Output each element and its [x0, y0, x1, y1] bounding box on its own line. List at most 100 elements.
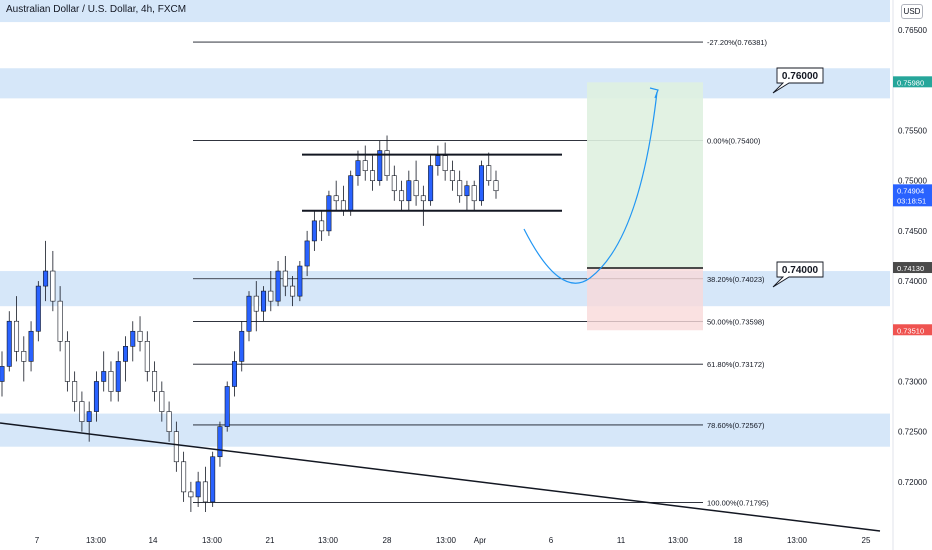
- candle-body: [130, 330, 136, 347]
- candle-body: [377, 150, 383, 181]
- time-tick-label: 21: [266, 536, 275, 545]
- candle: [28, 321, 34, 372]
- candle-body: [6, 320, 12, 367]
- price-tick-label: 0.74000: [898, 277, 927, 286]
- candle: [253, 281, 259, 332]
- fib-label: 0.00%(0.75400): [707, 137, 761, 146]
- price-tag-bg: [893, 76, 932, 88]
- time-tick-label: 28: [383, 536, 392, 545]
- callout-label: 0.74000: [782, 265, 819, 276]
- trend-line: [0, 422, 881, 532]
- fib-label: 78.60%(0.72567): [707, 421, 765, 430]
- profit-zone: [587, 82, 703, 269]
- candle: [123, 336, 129, 382]
- candle-body: [159, 391, 165, 412]
- candle: [369, 155, 375, 191]
- candle-body: [413, 180, 419, 197]
- candle: [137, 316, 143, 352]
- candle-body: [224, 386, 230, 427]
- chart-title: Australian Dollar / U.S. Dollar, 4h, FXC…: [6, 4, 187, 15]
- candle-body: [231, 361, 237, 387]
- fib-label: -27.20%(0.76381): [707, 38, 768, 47]
- candle-body: [304, 240, 310, 267]
- price-callout: 0.76000: [772, 67, 824, 94]
- candle: [0, 351, 5, 397]
- candle: [6, 311, 12, 372]
- candle: [166, 401, 172, 442]
- candle: [115, 351, 121, 402]
- candle-body: [79, 401, 85, 422]
- candle-body: [253, 295, 259, 312]
- candle: [261, 286, 267, 322]
- price-tag: 0.73510: [893, 324, 932, 336]
- candle-body: [478, 165, 484, 202]
- support-zone: [0, 0, 890, 23]
- price-tag: 0.75980: [893, 76, 932, 88]
- price-callout: 0.74000: [772, 261, 824, 288]
- candle-body: [57, 300, 63, 342]
- time-tick-label: 13:00: [668, 536, 689, 545]
- fib-label: 100.00%(0.71795): [707, 498, 769, 507]
- candle-body: [246, 295, 252, 332]
- candle: [239, 321, 245, 372]
- candle: [399, 180, 405, 211]
- candle-body: [14, 320, 20, 352]
- candle: [391, 165, 397, 201]
- projection-arrow: [523, 91, 658, 284]
- price-tick-label: 0.76500: [898, 26, 927, 35]
- callout-label: 0.76000: [782, 71, 819, 82]
- candle: [406, 170, 412, 211]
- candle-body: [355, 160, 361, 176]
- price-tick-label: 0.75000: [898, 177, 927, 186]
- candle-body: [210, 456, 216, 503]
- candle: [79, 391, 85, 432]
- candle-body: [50, 270, 56, 302]
- candle: [333, 180, 339, 211]
- candle: [413, 160, 419, 206]
- candle: [297, 261, 303, 302]
- candle-body: [449, 170, 455, 181]
- price-tag-label: 0.75980: [897, 78, 924, 87]
- candle-body: [442, 155, 448, 171]
- candle: [144, 331, 150, 382]
- candle: [377, 140, 383, 186]
- candle: [464, 180, 470, 211]
- time-tick-label: 11: [617, 536, 626, 545]
- currency-button[interactable]: USD: [901, 4, 923, 19]
- candle-body: [333, 195, 339, 202]
- candle: [355, 150, 361, 186]
- candle-body: [406, 180, 412, 202]
- time-axis: 7 13:00 14 13:00 21 13:00 28 13:00 Apr 6 11 13:00 18…: [35, 536, 871, 545]
- candle-body: [181, 461, 187, 493]
- candle-body: [21, 351, 27, 362]
- candle: [64, 331, 70, 392]
- candle-body: [152, 371, 158, 392]
- candle-body: [297, 265, 303, 297]
- candles: [0, 135, 499, 512]
- arrow-head: [649, 87, 659, 99]
- candle: [195, 471, 201, 507]
- price-tag-label: 0.74904: [897, 186, 924, 195]
- candle: [93, 371, 99, 422]
- candle: [348, 170, 354, 216]
- candle: [319, 210, 325, 241]
- candle: [210, 451, 216, 507]
- fib-label: 38.20%(0.74023): [707, 275, 765, 284]
- time-tick-label: 13:00: [318, 536, 339, 545]
- candle: [362, 145, 368, 181]
- candle: [173, 421, 179, 472]
- candle: [21, 336, 27, 382]
- time-tick-label: 13:00: [202, 536, 223, 545]
- candle: [57, 286, 63, 352]
- candle: [231, 351, 237, 397]
- support-zone: [0, 413, 890, 447]
- candle-body: [290, 285, 296, 297]
- candle: [268, 271, 274, 312]
- candle-body: [64, 341, 70, 382]
- candle: [486, 152, 492, 186]
- candle: [471, 180, 477, 211]
- candle: [101, 351, 107, 392]
- candle-body: [35, 285, 41, 332]
- candle: [428, 155, 434, 206]
